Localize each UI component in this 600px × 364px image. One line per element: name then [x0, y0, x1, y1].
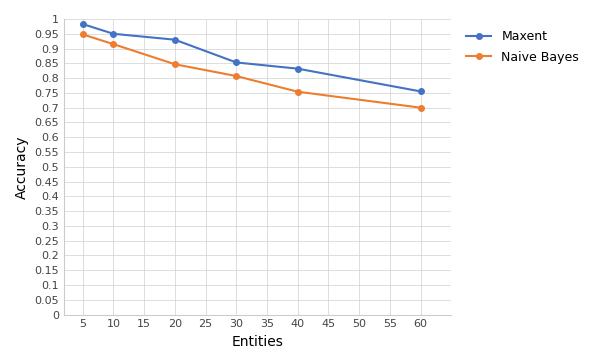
Naive Bayes [233, 74, 240, 78]
X-axis label: Entities: Entities [232, 335, 284, 349]
Maxent [417, 89, 424, 94]
Maxent [294, 67, 301, 71]
Naive Bayes [79, 32, 86, 36]
Naive Bayes [294, 90, 301, 94]
Naive Bayes [110, 42, 117, 46]
Line: Naive Bayes: Naive Bayes [80, 32, 424, 110]
Naive Bayes [417, 106, 424, 110]
Maxent [171, 37, 178, 42]
Legend: Maxent, Naive Bayes: Maxent, Naive Bayes [461, 25, 584, 69]
Line: Maxent: Maxent [80, 21, 424, 94]
Naive Bayes [171, 62, 178, 66]
Maxent [79, 22, 86, 26]
Maxent [110, 32, 117, 36]
Maxent [233, 60, 240, 65]
Y-axis label: Accuracy: Accuracy [15, 135, 29, 198]
